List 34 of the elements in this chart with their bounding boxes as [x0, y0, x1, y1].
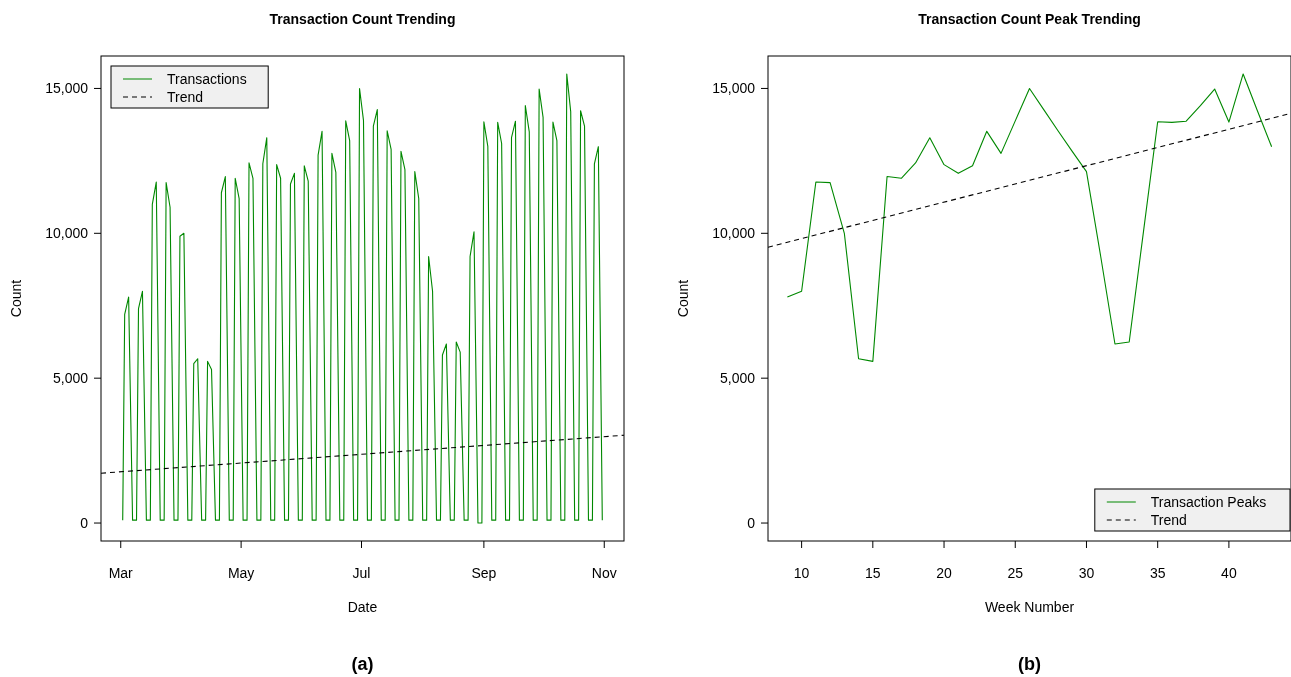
x-tick-label: Mar — [108, 565, 134, 581]
y-tick-label: 10,000 — [45, 225, 89, 242]
x-axis-title: Date — [347, 599, 378, 615]
x-tick-label: 15 — [865, 565, 881, 581]
y-tick-label: 5,000 — [52, 370, 89, 387]
y-tick-label: 0 — [747, 515, 756, 532]
y-tick-label: 15,000 — [712, 80, 756, 97]
y-axis-title: Count — [675, 279, 691, 318]
x-tick-label: 25 — [1007, 565, 1024, 581]
line-series — [122, 73, 603, 524]
y-tick-label: 10,000 — [712, 225, 756, 242]
y-axis-title: Count — [8, 279, 24, 318]
x-tick-label: Nov — [591, 565, 617, 581]
text: (b) — [1018, 654, 1041, 674]
y-tick-label: 0 — [80, 515, 89, 532]
x-tick-label: 40 — [1221, 565, 1237, 581]
x-tick-label: 20 — [936, 565, 953, 581]
legend-label: Trend — [167, 89, 204, 105]
legend-label: Transactions — [167, 71, 247, 87]
x-tick-label: 10 — [793, 565, 810, 581]
x-tick-label: May — [227, 565, 255, 581]
y-tick-label: 15,000 — [45, 80, 89, 97]
text: (a) — [351, 654, 374, 674]
y-tick-label: 5,000 — [719, 370, 756, 387]
chart-title: Transaction Count Peak Trending — [918, 11, 1141, 27]
legend-label: Trend — [1150, 512, 1187, 528]
line-series — [786, 73, 1273, 362]
legend-label: Transaction Peaks — [1150, 494, 1267, 510]
x-tick-label: 35 — [1149, 565, 1166, 581]
x-axis-title: Week Number — [984, 599, 1075, 615]
x-tick-label: Sep — [471, 565, 497, 581]
x-tick-label: 30 — [1078, 565, 1095, 581]
chart-title: Transaction Count Trending — [269, 11, 456, 27]
x-tick-label: Jul — [352, 565, 371, 581]
